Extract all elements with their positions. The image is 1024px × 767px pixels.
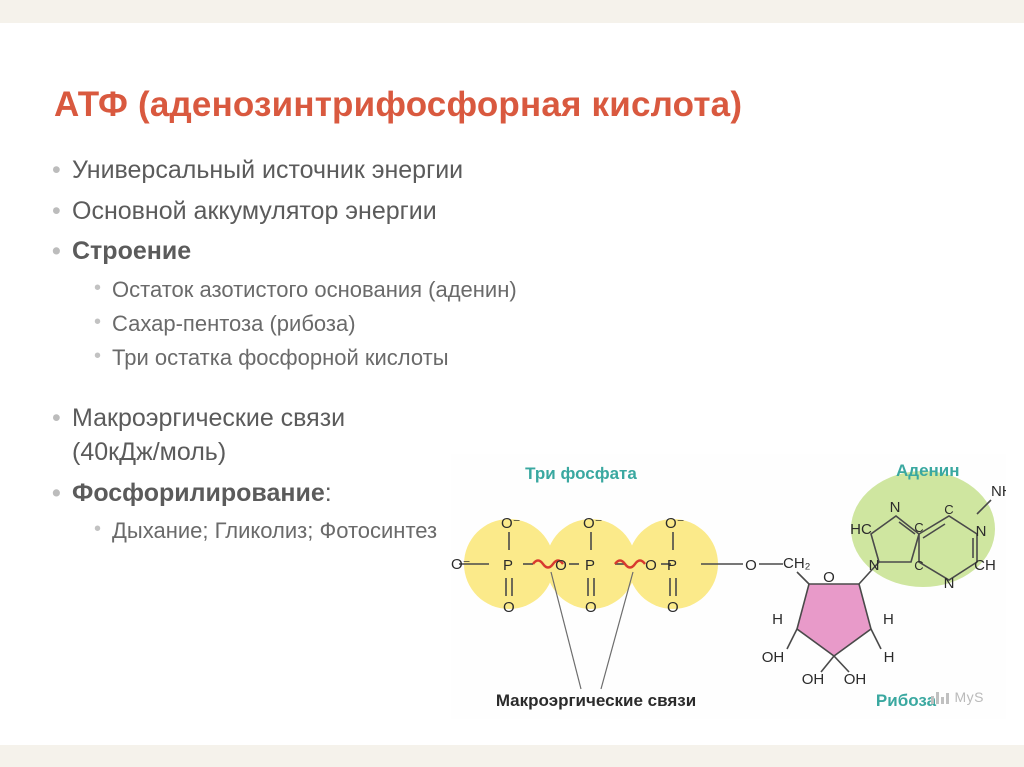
sub-bullet-text: Дыхание; Гликолиз; Фотосинтез (112, 518, 437, 543)
sub-bullet-text: Сахар-пентоза (рибоза) (112, 311, 356, 336)
svg-text:N: N (944, 575, 955, 592)
bullet-text: Строение (72, 237, 191, 265)
svg-text:P: P (667, 557, 677, 574)
bullet-item: Универсальный источник энергии (48, 153, 976, 188)
watermark-text: MyS (955, 689, 985, 705)
svg-text:O⁻: O⁻ (583, 515, 603, 532)
svg-text:CH₂: CH₂ (783, 555, 811, 572)
sub-bullet-list: Остаток азотистого основания (аденин) Са… (72, 273, 976, 375)
svg-text:OH: OH (844, 671, 867, 688)
ribose-region (797, 584, 871, 656)
svg-text:O: O (555, 557, 567, 574)
watermark: MyS (931, 689, 985, 707)
svg-text:P: P (503, 557, 513, 574)
sub-bullet-text: Три остатка фосфорной кислоты (112, 345, 449, 370)
svg-text:O⁻: O⁻ (501, 515, 521, 532)
svg-text:C: C (914, 558, 923, 573)
svg-text:H: H (883, 611, 894, 628)
label-adenine: Аденин (896, 461, 960, 480)
svg-text:OH: OH (762, 649, 785, 666)
bullet-item: Основной аккумулятор энергии (48, 194, 976, 229)
svg-text:NH₂: NH₂ (991, 483, 1006, 500)
sub-bullet-item: Три остатка фосфорной кислоты (94, 341, 976, 375)
watermark-bars-icon (931, 691, 951, 707)
label-macro-bonds: Макроэргические связи (496, 691, 696, 710)
sub-bullet-text: Остаток азотистого основания (аденин) (112, 277, 517, 302)
molecule-figure: Три фосфата Аденин Рибоза Макроэргически… (451, 454, 1006, 719)
bullet-text: Универсальный источник энергии (72, 156, 463, 184)
svg-text:N: N (976, 523, 987, 540)
slide-title: АТФ (аденозинтрифосфорная кислота) (54, 85, 976, 125)
spacer (48, 381, 976, 395)
svg-text:O: O (667, 599, 679, 616)
bullet-text: Основной аккумулятор энергии (72, 197, 437, 225)
svg-text:N: N (890, 499, 901, 516)
sub-bullet-item: Сахар-пентоза (рибоза) (94, 307, 976, 341)
label-three-phosphates: Три фосфата (525, 464, 637, 483)
bullet-text-line2: (40кДж/моль) (72, 438, 226, 466)
bullet-text: Макроэргические связи (72, 404, 345, 432)
bullet-item: Макроэргические связи (40кДж/моль) (48, 401, 468, 470)
bullet-text: Фосфорилирование (72, 479, 325, 507)
svg-text:N: N (869, 557, 880, 574)
svg-text:O⁻: O⁻ (665, 515, 685, 532)
svg-text:O: O (823, 569, 835, 586)
svg-text:C: C (914, 520, 923, 535)
svg-text:HC: HC (850, 521, 872, 538)
sub-bullet-item: Остаток азотистого основания (аденин) (94, 273, 976, 307)
svg-text:H: H (884, 649, 895, 666)
svg-text:O: O (503, 599, 515, 616)
svg-text:O: O (745, 557, 757, 574)
svg-text:OH: OH (802, 671, 825, 688)
svg-text:O⁻: O⁻ (451, 556, 471, 573)
svg-text:O: O (585, 599, 597, 616)
svg-text:P: P (585, 557, 595, 574)
molecule-svg: Три фосфата Аденин Рибоза Макроэргически… (451, 454, 1006, 719)
label-ribose: Рибоза (876, 691, 937, 710)
svg-text:O: O (645, 557, 657, 574)
svg-text:H: H (772, 611, 783, 628)
svg-text:CH: CH (974, 557, 996, 574)
svg-text:C: C (944, 502, 953, 517)
slide: АТФ (аденозинтрифосфорная кислота) Униве… (0, 23, 1024, 745)
bullet-item: Строение Остаток азотистого основания (а… (48, 234, 976, 375)
